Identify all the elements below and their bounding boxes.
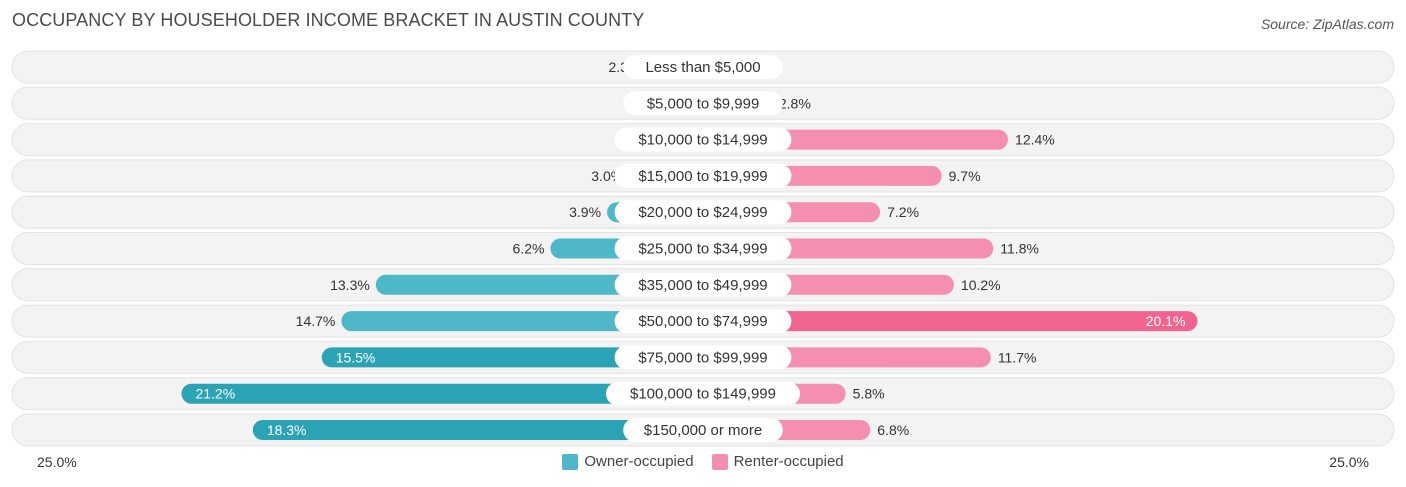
category-label: Less than $5,000 [645, 59, 760, 76]
category-label: $35,000 to $49,999 [638, 277, 767, 294]
source-label: Source: ZipAtlas.com [1260, 16, 1394, 32]
owner-value-label: 21.2% [195, 386, 235, 402]
owner-value-label: 15.5% [336, 349, 376, 365]
category-label-background [623, 55, 783, 79]
category-label-background [614, 272, 792, 297]
category-label: $25,000 to $34,999 [638, 241, 767, 258]
chart-title: OCCUPANCY BY HOUSEHOLDER INCOME BRACKET … [12, 10, 645, 30]
category-label-background [614, 200, 792, 225]
renter-value-label: 11.7% [998, 349, 1037, 365]
renter-value-label: 5.8% [853, 386, 885, 402]
renter-value-label: 11.8% [1000, 241, 1039, 257]
category-label-background [614, 163, 792, 188]
category-label: $100,000 to $149,999 [630, 386, 776, 403]
legend-item-owner[interactable]: Owner-occupied [562, 453, 694, 470]
renter-value-label: 12.4% [1015, 132, 1055, 148]
owner-value-label: 14.7% [296, 313, 336, 329]
category-label-background [606, 381, 800, 406]
owner-value-label: 6.2% [513, 241, 545, 257]
owner-value-label: 13.3% [330, 277, 370, 293]
legend: Owner-occupied Renter-occupied [0, 453, 1406, 470]
legend-label-renter: Renter-occupied [733, 453, 844, 470]
category-label-background [623, 418, 783, 442]
axis-right-label: 25.0% [1329, 454, 1369, 470]
owner-swatch [562, 453, 579, 470]
owner-bar [341, 311, 703, 332]
chart-area: 2.3%1.5%Less than $5,0000.38%2.8%$5,000 … [11, 50, 1395, 447]
category-label-background [614, 127, 792, 152]
renter-value-label: 10.2% [961, 277, 1001, 293]
category-label-background [614, 309, 792, 334]
category-label-background [614, 236, 792, 261]
owner-bar [252, 420, 703, 440]
renter-value-label: 6.8% [877, 422, 909, 438]
category-label: $75,000 to $99,999 [638, 349, 767, 366]
legend-item-renter[interactable]: Renter-occupied [711, 453, 844, 470]
category-label: $150,000 or more [644, 422, 762, 439]
category-label: $5,000 to $9,999 [647, 95, 760, 112]
owner-bar [181, 383, 704, 404]
category-label-background [623, 91, 783, 116]
category-label: $50,000 to $74,999 [638, 313, 767, 330]
renter-swatch [711, 453, 728, 470]
renter-value-label: 20.1% [1146, 313, 1186, 329]
renter-value-label: 2.8% [779, 95, 811, 111]
renter-value-label: 7.2% [887, 204, 919, 220]
renter-value-label: 9.7% [949, 168, 981, 184]
category-label: $10,000 to $14,999 [638, 132, 767, 149]
owner-value-label: 3.9% [569, 204, 601, 220]
owner-value-label: 18.3% [267, 422, 307, 438]
category-label: $15,000 to $19,999 [638, 168, 767, 185]
category-label: $20,000 to $24,999 [638, 204, 767, 221]
axis-left-label: 25.0% [37, 454, 77, 470]
renter-bar [703, 311, 1198, 332]
owner-bar [321, 347, 703, 368]
category-label-background [614, 345, 792, 370]
owner-value-label: 3.0% [591, 168, 623, 184]
legend-label-owner: Owner-occupied [584, 453, 694, 470]
